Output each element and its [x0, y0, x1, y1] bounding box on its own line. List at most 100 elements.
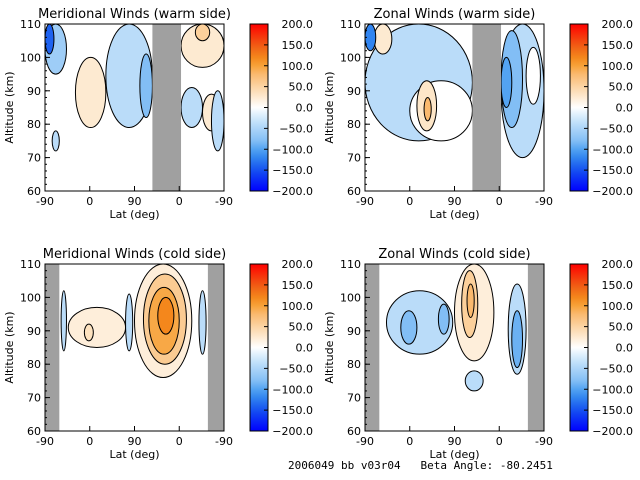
- colorbar-tick-label: 0.0: [296, 342, 314, 355]
- no-data-mask: [527, 264, 544, 431]
- y-axis-label: Altitude (km): [3, 311, 16, 383]
- colorbar-tick-label: 0.0: [616, 102, 634, 115]
- x-tick-label: -90: [356, 435, 374, 448]
- colorbar-tick-label: −150.0: [592, 404, 633, 417]
- y-tick-label: 60: [27, 185, 41, 198]
- colorbar-tick-label: 100.0: [282, 60, 314, 73]
- x-tick-label: 0: [406, 435, 413, 448]
- colorbar-tick-label: 150.0: [602, 279, 634, 292]
- colorbar-tick-label: −50.0: [279, 362, 313, 375]
- chart-panel: Meridional Winds (cold side) 60 70 80 90 100 1…: [3, 247, 313, 461]
- contour-region: [67, 306, 127, 348]
- x-tick-label: -90: [535, 435, 553, 448]
- y-tick-label: 90: [27, 85, 41, 98]
- y-tick-label: 60: [347, 185, 361, 198]
- contour-region: [83, 323, 94, 342]
- chart-panel: Zonal Winds (warm side) 60 70 80 90 100 110 -90…: [323, 7, 633, 221]
- footer-info: 2006049 bb v03r04 Beta Angle: -80.2451: [288, 459, 553, 472]
- colorbar-tick-label: 100.0: [602, 300, 634, 313]
- y-axis-label: Altitude (km): [323, 311, 336, 383]
- colorbar-tick-label: 0.0: [296, 102, 314, 115]
- contour-region: [74, 56, 107, 129]
- x-tick-label: 0: [86, 435, 93, 448]
- colorbar-tick-label: 50.0: [289, 321, 314, 334]
- chart-title: Zonal Winds (cold side): [378, 247, 530, 262]
- y-tick-label: 90: [27, 325, 41, 338]
- colorbar-tick-label: −200.0: [272, 185, 313, 198]
- x-tick-label: 0: [86, 195, 93, 208]
- contour-region: [464, 370, 484, 392]
- contour-region: [437, 303, 450, 335]
- colorbar-tick-label: −100.0: [272, 383, 313, 396]
- x-tick-label: -90: [36, 435, 54, 448]
- y-tick-label: 90: [347, 325, 361, 338]
- y-axis-label: Altitude (km): [323, 71, 336, 143]
- x-axis-label: Lat (deg): [110, 208, 160, 221]
- chart-title: Meridional Winds (cold side): [43, 247, 226, 262]
- y-tick-label: 60: [27, 425, 41, 438]
- x-tick-label: 0: [176, 435, 183, 448]
- colorbar-tick-label: 50.0: [609, 81, 634, 94]
- colorbar-tick-label: −150.0: [272, 404, 313, 417]
- colorbar-tick-label: 200.0: [282, 258, 314, 271]
- colorbar-tick-label: 0.0: [616, 342, 634, 355]
- contour-region: [423, 96, 432, 122]
- colorbar-tick-label: −50.0: [279, 122, 313, 135]
- colorbar-tick-label: −200.0: [272, 425, 313, 438]
- colorbar-tick-label: −100.0: [272, 143, 313, 156]
- contour-region: [525, 46, 541, 105]
- x-axis-label: Lat (deg): [430, 208, 480, 221]
- contour-region: [511, 310, 524, 369]
- plot-area: [45, 24, 224, 191]
- chart-title: Zonal Winds (warm side): [374, 7, 536, 22]
- contour-region: [365, 24, 377, 52]
- colorbar-tick-label: −50.0: [599, 122, 633, 135]
- chart-panel: Zonal Winds (cold side) 60 70 80 90 100 110 -90…: [323, 247, 633, 461]
- y-tick-label: 100: [340, 291, 361, 304]
- y-tick-label: 110: [20, 18, 41, 31]
- contour-region: [125, 293, 134, 352]
- contour-region: [373, 24, 393, 55]
- y-tick-label: 60: [347, 425, 361, 438]
- colorbar-tick-label: 100.0: [602, 60, 634, 73]
- x-tick-label: -90: [215, 435, 233, 448]
- contour-region: [60, 290, 67, 352]
- contour-region: [139, 53, 153, 119]
- plot-area: [365, 264, 544, 431]
- contour-region: [51, 130, 60, 152]
- plot-background: [45, 264, 224, 431]
- colorbar-tick-label: 150.0: [602, 39, 634, 52]
- colorbar-tick-label: 200.0: [602, 18, 634, 31]
- colorbar-tick-label: −50.0: [599, 362, 633, 375]
- colorbar-tick-label: −150.0: [592, 164, 633, 177]
- y-tick-label: 100: [20, 51, 41, 64]
- colorbar-tick-label: 200.0: [282, 18, 314, 31]
- no-data-mask: [472, 24, 502, 191]
- colorbar-tick-label: 50.0: [609, 321, 634, 334]
- y-tick-label: 70: [27, 392, 41, 405]
- colorbar-tick-label: −200.0: [592, 425, 633, 438]
- contour-region: [157, 296, 175, 335]
- x-tick-label: -90: [535, 195, 553, 208]
- y-tick-label: 80: [27, 118, 41, 131]
- no-data-mask: [45, 264, 60, 431]
- contour-region: [500, 56, 513, 108]
- y-tick-label: 110: [20, 258, 41, 271]
- chart-panel: Meridional Winds (warm side) 60 70 80 90 100 1…: [3, 7, 313, 221]
- x-axis-label: Lat (deg): [110, 448, 160, 461]
- colorbar-tick-label: −150.0: [272, 164, 313, 177]
- x-tick-label: 0: [406, 195, 413, 208]
- y-tick-label: 70: [347, 152, 361, 165]
- contour-region: [180, 24, 224, 68]
- contour-region: [210, 90, 224, 152]
- x-tick-label: 0: [496, 195, 503, 208]
- y-tick-label: 70: [27, 152, 41, 165]
- y-tick-label: 110: [340, 18, 361, 31]
- x-tick-label: 0: [496, 435, 503, 448]
- x-tick-label: 90: [128, 195, 142, 208]
- colorbar-tick-label: −100.0: [592, 143, 633, 156]
- plot-area: [45, 264, 224, 431]
- y-tick-label: 110: [340, 258, 361, 271]
- x-tick-label: 90: [448, 195, 462, 208]
- contour-region: [466, 283, 475, 318]
